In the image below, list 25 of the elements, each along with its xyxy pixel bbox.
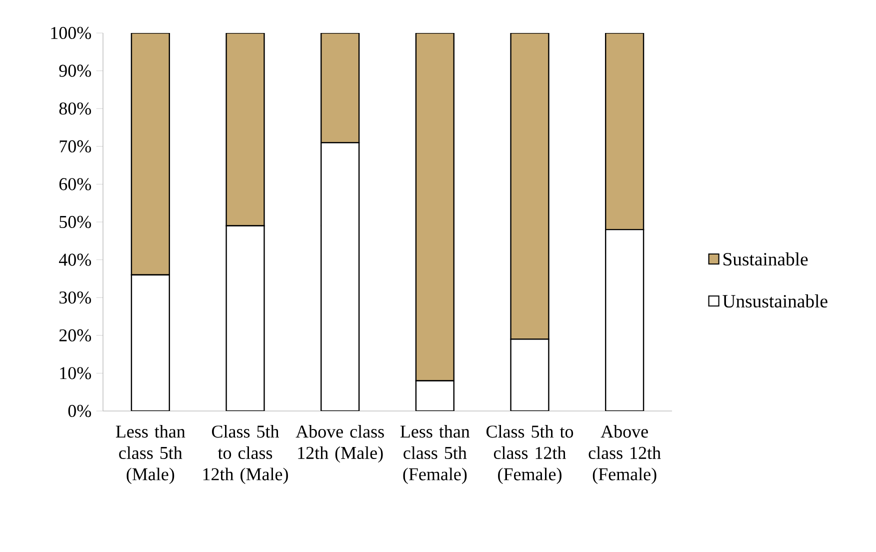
x-tick-label: Class 5th to class 12th (Female)	[486, 425, 574, 484]
x-tick-label: Above class 12th (Female)	[588, 425, 661, 484]
y-tick-label: 10%	[60, 367, 92, 380]
x-tick-label: Above class 12th (Male)	[296, 425, 384, 463]
x-tick-label: Class 5th to class 12th (Male)	[203, 425, 288, 484]
bar	[130, 32, 170, 276]
y-tick-label: 40%	[58, 254, 92, 266]
y-tick-label: 60%	[59, 178, 92, 190]
bar	[510, 32, 550, 340]
y-tick-label: 90%	[59, 64, 92, 77]
legend-label: Sustainable	[724, 252, 808, 266]
y-tick-label: 20%	[59, 329, 92, 342]
bar	[226, 32, 265, 226]
y-tick-label: 30%	[59, 291, 92, 304]
y-tick-label: 100%	[51, 26, 92, 40]
x-tick-label: Less than class 5th (Female)	[400, 425, 470, 484]
bar	[415, 32, 454, 382]
bar	[605, 32, 644, 230]
text: Unsustainable	[722, 294, 828, 308]
y-tick-label: 0%	[68, 404, 92, 418]
y-tick-label: 80%	[59, 102, 92, 115]
bar	[320, 32, 360, 144]
y-tick-label: 70%	[60, 140, 92, 152]
x-tick-label: Less than class 5th (Male)	[116, 425, 186, 484]
y-tick-label: 50%	[60, 216, 92, 228]
